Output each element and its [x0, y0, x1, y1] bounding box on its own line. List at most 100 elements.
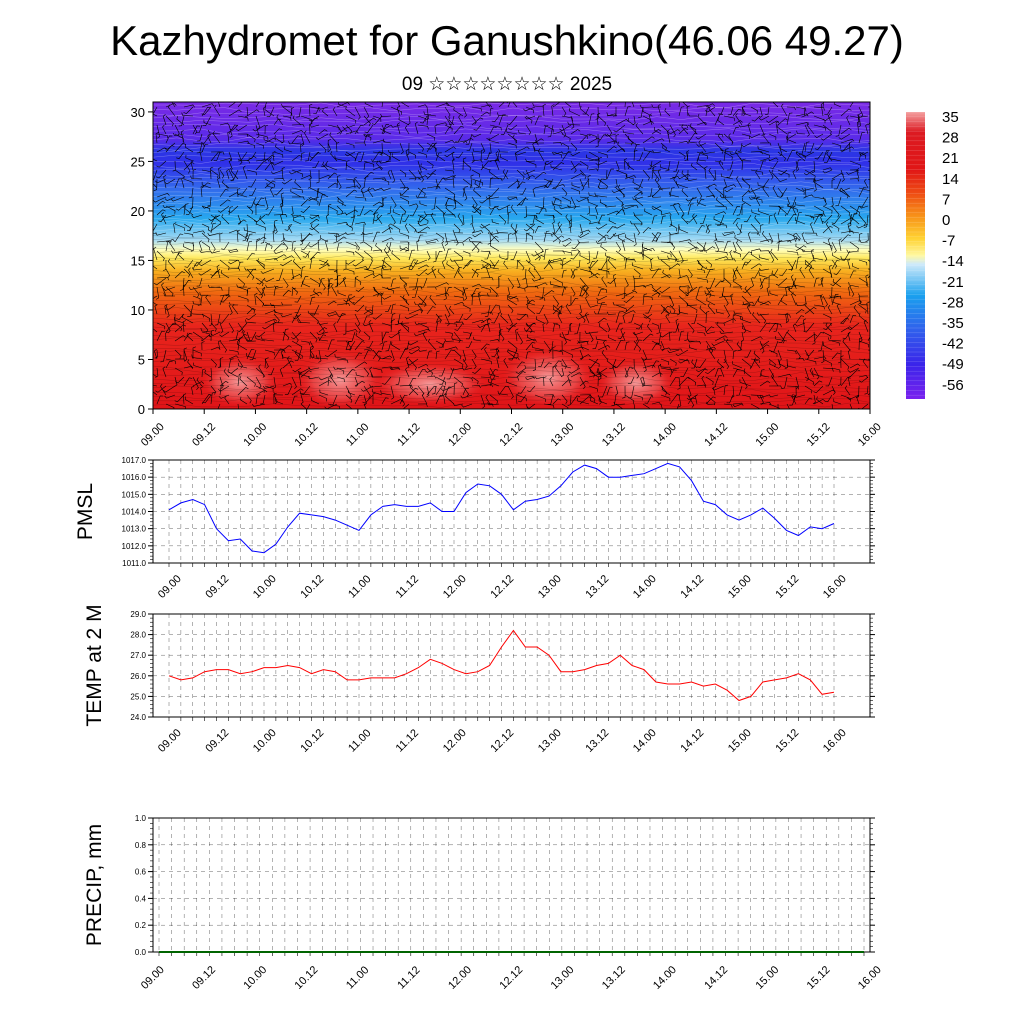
wind-barb [503, 260, 509, 270]
wind-barb [818, 340, 824, 352]
wind-barb [443, 393, 447, 405]
wind-barb [192, 300, 203, 306]
wind-barb [795, 245, 807, 252]
y-tick-label: 0.8 [135, 841, 147, 850]
wind-barb [380, 113, 392, 118]
wind-barb [161, 212, 167, 225]
wind-barb [577, 397, 590, 405]
wind-barb [398, 116, 410, 126]
wind-barb [471, 293, 476, 306]
wind-barb [645, 304, 653, 314]
wind-barb [192, 230, 206, 234]
wind-barb [840, 234, 851, 243]
wind-barb [345, 189, 358, 198]
wind-barb [198, 240, 203, 252]
wind-barb [723, 115, 736, 122]
wind-barb [856, 223, 869, 229]
wind-barb [308, 366, 320, 370]
x-tick-label: 10.00 [241, 964, 269, 992]
wind-barb [820, 102, 824, 117]
wind-barb [444, 175, 456, 180]
wind-barb [794, 322, 806, 327]
wind-barb [292, 115, 302, 126]
wind-barb [435, 315, 443, 324]
wind-barb [246, 376, 256, 387]
contour-line [153, 272, 870, 278]
y-tick-label: 1015.0 [122, 490, 147, 499]
wind-barb [489, 304, 499, 315]
wind-barb [489, 378, 496, 387]
x-tick-label: 14.12 [702, 964, 730, 992]
wind-barb [417, 104, 428, 108]
wind-barb [668, 231, 680, 235]
wind-barb [697, 358, 707, 368]
wind-barb [723, 231, 736, 235]
wind-barb [812, 394, 816, 405]
wind-barb [787, 203, 797, 207]
wind-barb [354, 178, 362, 189]
wind-barb [480, 384, 494, 388]
wind-barb [858, 304, 867, 314]
wind-barb [237, 358, 243, 369]
wind-barb [750, 248, 762, 252]
wind-barb [342, 276, 347, 288]
wind-barb [237, 295, 249, 303]
wind-barb [300, 266, 306, 279]
wind-barb [169, 240, 176, 252]
wind-barb [527, 299, 536, 306]
wind-barb [260, 394, 266, 405]
wind-barb [489, 242, 500, 252]
wind-barb [183, 160, 191, 174]
wind-barb [228, 206, 234, 216]
wind-barb [444, 151, 455, 158]
wind-barb [264, 137, 277, 144]
wind-barb [849, 160, 861, 168]
wind-barb [768, 349, 778, 357]
contour-line [153, 145, 870, 152]
wind-barb [820, 277, 824, 288]
wind-barb [318, 142, 327, 153]
wind-barb [570, 142, 578, 152]
wind-barb [678, 358, 690, 364]
wind-barb [755, 169, 761, 180]
wind-barb [552, 349, 564, 355]
wind-barb [647, 160, 653, 170]
wind-barb [595, 223, 608, 230]
wind-barb [642, 403, 650, 409]
wind-barb [791, 292, 797, 306]
wind-barb [857, 114, 869, 118]
wind-barb [354, 106, 361, 120]
x-tick-label: 10.00 [251, 727, 279, 755]
wind-barb [559, 205, 572, 210]
wind-barb [415, 195, 428, 199]
contour-line [153, 141, 870, 147]
wind-barb [309, 196, 319, 205]
wind-barb [704, 166, 708, 180]
wind-barb [641, 250, 653, 261]
wind-barb [192, 295, 201, 302]
wind-barb [441, 240, 446, 252]
wind-barb [185, 205, 194, 215]
wind-barb [418, 295, 428, 305]
wind-barb [642, 108, 653, 117]
wind-barb [355, 286, 365, 292]
wind-barb [376, 213, 383, 225]
wind-barb [714, 256, 729, 261]
wind-barb [816, 396, 824, 405]
wind-barb [387, 169, 392, 180]
wind-barb [678, 205, 685, 217]
wind-barb [593, 250, 599, 260]
wind-barb [387, 149, 401, 154]
wind-barb [679, 226, 689, 234]
wind-barb [480, 286, 491, 293]
wind-barb [723, 337, 734, 342]
wind-barb [200, 185, 204, 198]
wind-barb [838, 238, 842, 252]
wind-barb [273, 128, 283, 135]
wind-barb [210, 214, 222, 225]
wind-barb [673, 203, 680, 216]
wind-barb [155, 367, 159, 378]
wind-barb [751, 268, 761, 279]
wind-barb [795, 187, 805, 195]
wind-barb [738, 124, 752, 128]
